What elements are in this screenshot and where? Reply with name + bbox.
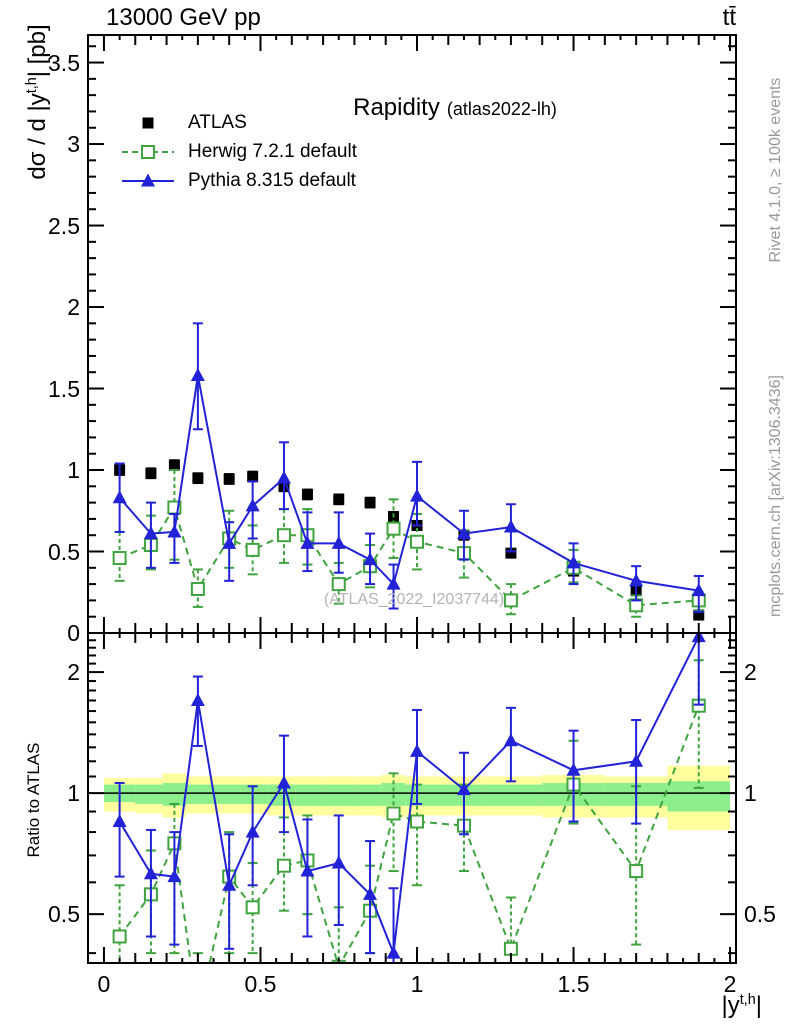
series-ratio-herwig bbox=[112, 659, 706, 963]
watermark: (ATLAS_2022_I2037744) bbox=[323, 591, 505, 608]
y-axis-label-main-sup: t,h bbox=[24, 77, 40, 94]
legend-marker-filled-triangle-icon bbox=[122, 173, 174, 187]
legend-label: ATLAS bbox=[188, 112, 247, 133]
ratio-uncertainty-bands bbox=[103, 765, 731, 830]
legend: ATLAS Herwig 7.2.1 default Pythia 8.315 de… bbox=[120, 0, 520, 220]
plot-title: Rapidity (atlas2022-lh) bbox=[353, 94, 557, 122]
x-axis-label-sup: t,h bbox=[739, 992, 756, 1008]
legend-marker-open-square-icon bbox=[122, 145, 174, 159]
main-panel-series bbox=[112, 322, 706, 621]
legend-marker-filled-square-icon bbox=[142, 117, 154, 129]
legend-label: Herwig 7.2.1 default bbox=[188, 141, 357, 162]
x-axis-label-pre: |y bbox=[721, 992, 740, 1019]
band-green bbox=[323, 784, 355, 806]
band-green bbox=[162, 782, 187, 806]
series-ratio-pythia bbox=[112, 633, 706, 963]
legend-entry-pythia: Pythia 8.315 default bbox=[120, 169, 356, 193]
beam-energy-label: 13000 GeV pp bbox=[106, 4, 261, 31]
side-note-mcplots: mcplots.cern.ch [arXiv:1306.3436] bbox=[767, 375, 784, 617]
band-green bbox=[354, 784, 382, 806]
side-note-rivet: Rivet 4.1.0, ≥ 100k events bbox=[767, 77, 784, 263]
y-axis-label-main-post: | [pb] bbox=[24, 24, 51, 78]
y-axis-label-ratio: Ratio to ATLAS bbox=[24, 742, 43, 858]
legend-label: Pythia 8.315 default bbox=[188, 170, 356, 191]
x-axis-label-post: | bbox=[755, 992, 762, 1019]
band-green bbox=[186, 784, 214, 804]
x-axis-label: |yt,h| bbox=[722, 992, 762, 1020]
plot-title-main: Rapidity bbox=[353, 94, 440, 121]
y-axis-label-main-pre: dσ / d |y bbox=[24, 93, 51, 180]
band-green bbox=[240, 784, 269, 804]
band-green bbox=[405, 784, 441, 806]
y-axis-label-main: dσ / d |yt,h| [pb] bbox=[24, 24, 52, 179]
band-green bbox=[135, 784, 163, 804]
band-green bbox=[213, 784, 241, 804]
series-main-pythia bbox=[112, 322, 706, 613]
process-label: tt̄ bbox=[722, 4, 736, 31]
plot-title-analysis: (atlas2022-lh) bbox=[446, 99, 557, 119]
legend-entry-atlas: ATLAS bbox=[120, 111, 247, 135]
axes-frames bbox=[87, 34, 737, 964]
band-green bbox=[295, 784, 324, 806]
band-green bbox=[667, 781, 731, 812]
ratio-panel-series bbox=[112, 633, 706, 963]
band-green bbox=[487, 784, 543, 806]
legend-entry-herwig: Herwig 7.2.1 default bbox=[120, 140, 357, 164]
